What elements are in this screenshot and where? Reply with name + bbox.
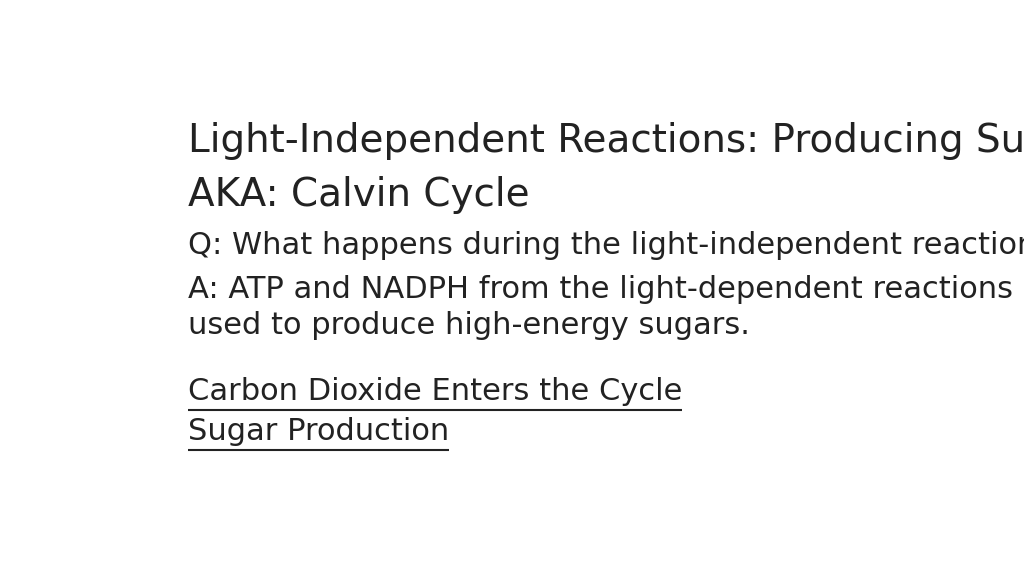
Text: Carbon Dioxide Enters the Cycle: Carbon Dioxide Enters the Cycle xyxy=(187,377,682,406)
Text: Light-Independent Reactions: Producing Sugar: Light-Independent Reactions: Producing S… xyxy=(187,122,1024,160)
Text: Sugar Production: Sugar Production xyxy=(187,417,449,446)
Text: Q: What happens during the light-independent reactions?: Q: What happens during the light-indepen… xyxy=(187,231,1024,260)
Text: used to produce high-energy sugars.: used to produce high-energy sugars. xyxy=(187,311,750,340)
Text: A: ATP and NADPH from the light-dependent reactions are: A: ATP and NADPH from the light-dependen… xyxy=(187,275,1024,304)
Text: AKA: Calvin Cycle: AKA: Calvin Cycle xyxy=(187,176,529,214)
